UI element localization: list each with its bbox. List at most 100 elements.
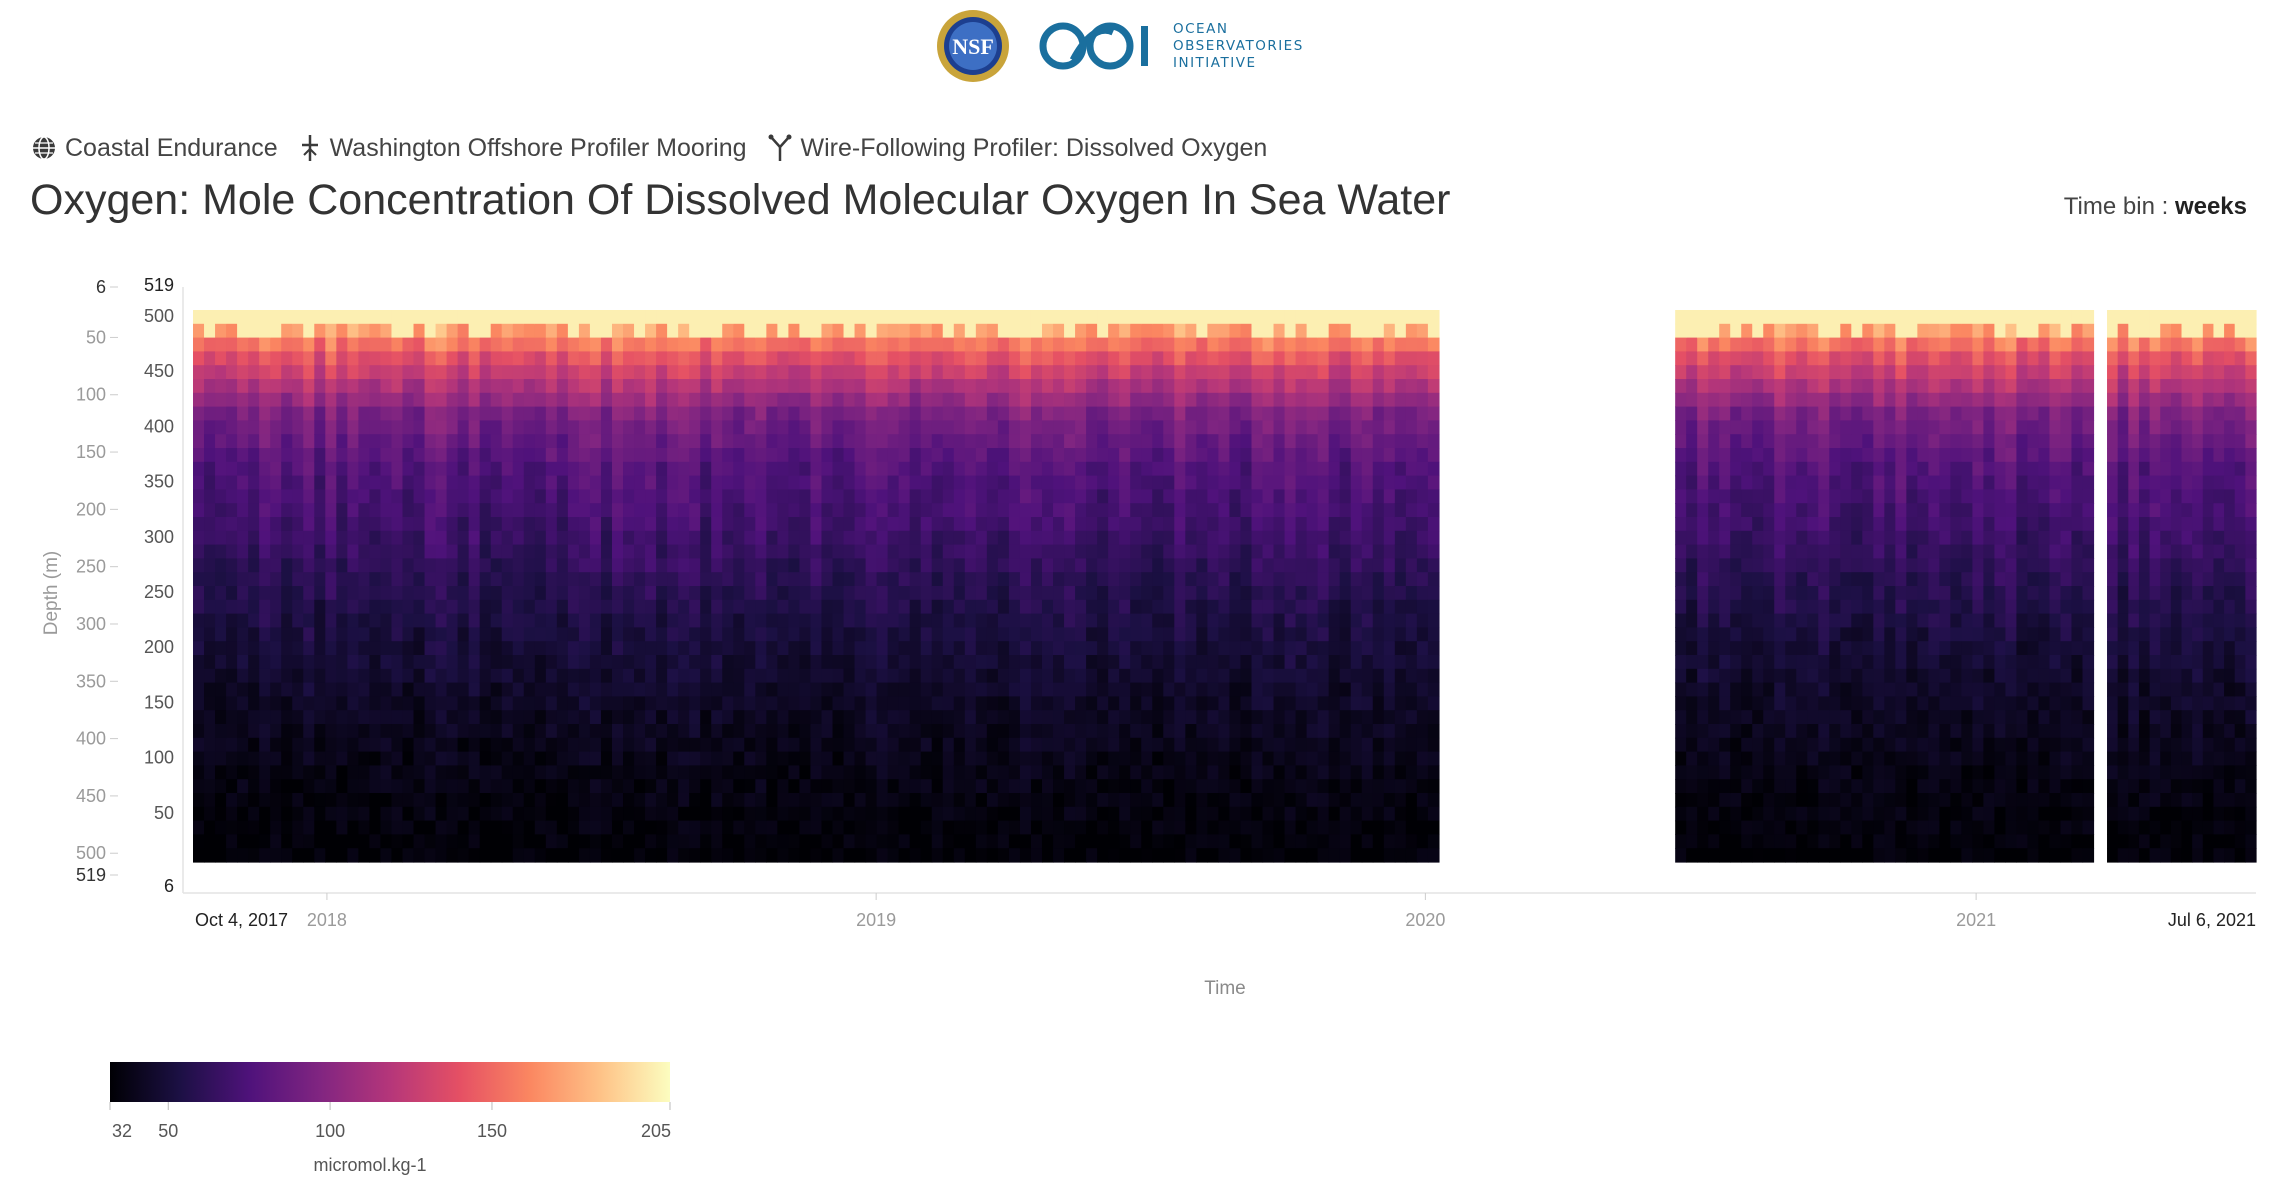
heatmap-cell (413, 351, 426, 366)
heatmap-cell (589, 558, 602, 573)
heatmap-cell (369, 779, 382, 794)
heatmap-cell (248, 310, 260, 325)
heatmap-cell (1174, 351, 1186, 366)
heatmap-cell (1719, 489, 1731, 504)
heatmap-cell (1240, 779, 1253, 794)
heatmap-cell (1416, 365, 1429, 380)
heatmap-cell (600, 337, 613, 352)
heatmap-cell (435, 434, 448, 449)
heatmap-cell (1317, 448, 1330, 463)
heatmap-cell (369, 627, 382, 642)
heatmap-cell (1295, 323, 1308, 339)
heatmap-cell (810, 696, 823, 711)
heatmap-cell (1273, 751, 1286, 766)
heatmap-cell (1752, 779, 1764, 794)
heatmap-cell (733, 558, 745, 573)
heatmap-cell (1383, 475, 1396, 490)
heatmap-cell (1328, 806, 1341, 822)
heatmap-cell (446, 806, 459, 822)
heatmap-cell (1108, 475, 1120, 490)
breadcrumb-site[interactable]: Coastal Endurance (31, 134, 278, 163)
heatmap-cell (1306, 489, 1319, 504)
breadcrumb-array[interactable]: Washington Offshore Profiler Mooring (298, 133, 747, 163)
heatmap-cell (281, 586, 293, 601)
heatmap-cell (1229, 724, 1242, 739)
heatmap-cell (259, 310, 271, 325)
heatmap-cell (1416, 351, 1429, 366)
heatmap-cell (942, 820, 955, 835)
breadcrumb-instrument[interactable]: Wire-Following Profiler: Dissolved Oxyge… (767, 133, 1267, 163)
heatmap-cell (1064, 489, 1076, 504)
heatmap-cell (766, 475, 778, 490)
heatmap-cell (1041, 779, 1054, 794)
heatmap-cell (1350, 420, 1363, 435)
heatmap-cell (358, 558, 371, 573)
heatmap-cell (821, 724, 834, 739)
heatmap-cell (1339, 365, 1352, 380)
heatmap-cell (457, 820, 470, 835)
heatmap-cell (336, 655, 348, 670)
heatmap-cell (953, 627, 966, 642)
heatmap-cell (567, 406, 580, 421)
heatmap-cell (1240, 627, 1253, 642)
heatmap-cell (986, 461, 999, 477)
heatmap-cell (611, 724, 624, 739)
heatmap-cell (303, 503, 315, 518)
heatmap-cell (424, 765, 437, 780)
heatmap-cell (1686, 627, 1698, 642)
heatmap-cell (446, 696, 459, 711)
heatmap-cell (457, 724, 470, 739)
heatmap-cell (1119, 765, 1131, 780)
heatmap-cell (711, 392, 723, 408)
heatmap-cell (1328, 834, 1341, 849)
heatmap-cell (1064, 558, 1076, 573)
heatmap-cell (1350, 668, 1363, 684)
heatmap-cell (1218, 434, 1231, 449)
heatmap-cell (1086, 779, 1098, 794)
heatmap-cell (920, 448, 933, 463)
heatmap-cell (931, 310, 944, 325)
heatmap-cell (446, 503, 459, 518)
heatmap-cell (314, 765, 326, 780)
heatmap-cell (623, 517, 635, 532)
heatmap-cell (424, 724, 437, 739)
heatmap-cell (821, 641, 834, 656)
heatmap-cell (1262, 365, 1275, 380)
heatmap-cell (358, 765, 371, 780)
heatmap-cell (1427, 834, 1440, 849)
heatmap-cell (1405, 641, 1418, 656)
heatmap-cell (997, 448, 1010, 463)
heatmap-cell (578, 572, 591, 587)
heatmap-cell (788, 668, 801, 684)
heatmap-cell (1086, 724, 1098, 739)
heatmap-cell (1284, 751, 1297, 766)
heatmap-cell (953, 461, 966, 477)
heatmap-cell (501, 682, 514, 697)
heatmap-cell (545, 379, 558, 394)
heatmap-cell (215, 779, 227, 794)
heatmap-cell (722, 448, 734, 463)
heatmap-cell (1741, 834, 1753, 849)
heatmap-cell (1019, 751, 1032, 766)
heatmap-cell (711, 461, 723, 477)
heatmap-cell (1405, 820, 1418, 835)
heatmap-cell (1163, 655, 1175, 670)
heatmap-cell (1041, 558, 1054, 573)
heatmap-cell (314, 379, 326, 394)
heatmap-cell (369, 806, 382, 822)
heatmap-cell (490, 613, 503, 628)
heatmap-cell (1041, 668, 1054, 684)
heatmap-cell (931, 544, 944, 559)
heatmap-cell (909, 489, 922, 504)
heatmap-cell (215, 765, 227, 780)
heatmap-cell (1317, 806, 1330, 822)
heatmap-cell (865, 489, 878, 504)
time-bin-control[interactable]: Time bin : weeks (2064, 193, 2247, 221)
heatmap-cell (843, 434, 856, 449)
heatmap-cell (369, 434, 382, 449)
heatmap-cell (1686, 599, 1698, 615)
heatmap-cell (292, 586, 304, 601)
heatmap-cell (942, 779, 955, 794)
heatmap-cell (1752, 558, 1764, 573)
